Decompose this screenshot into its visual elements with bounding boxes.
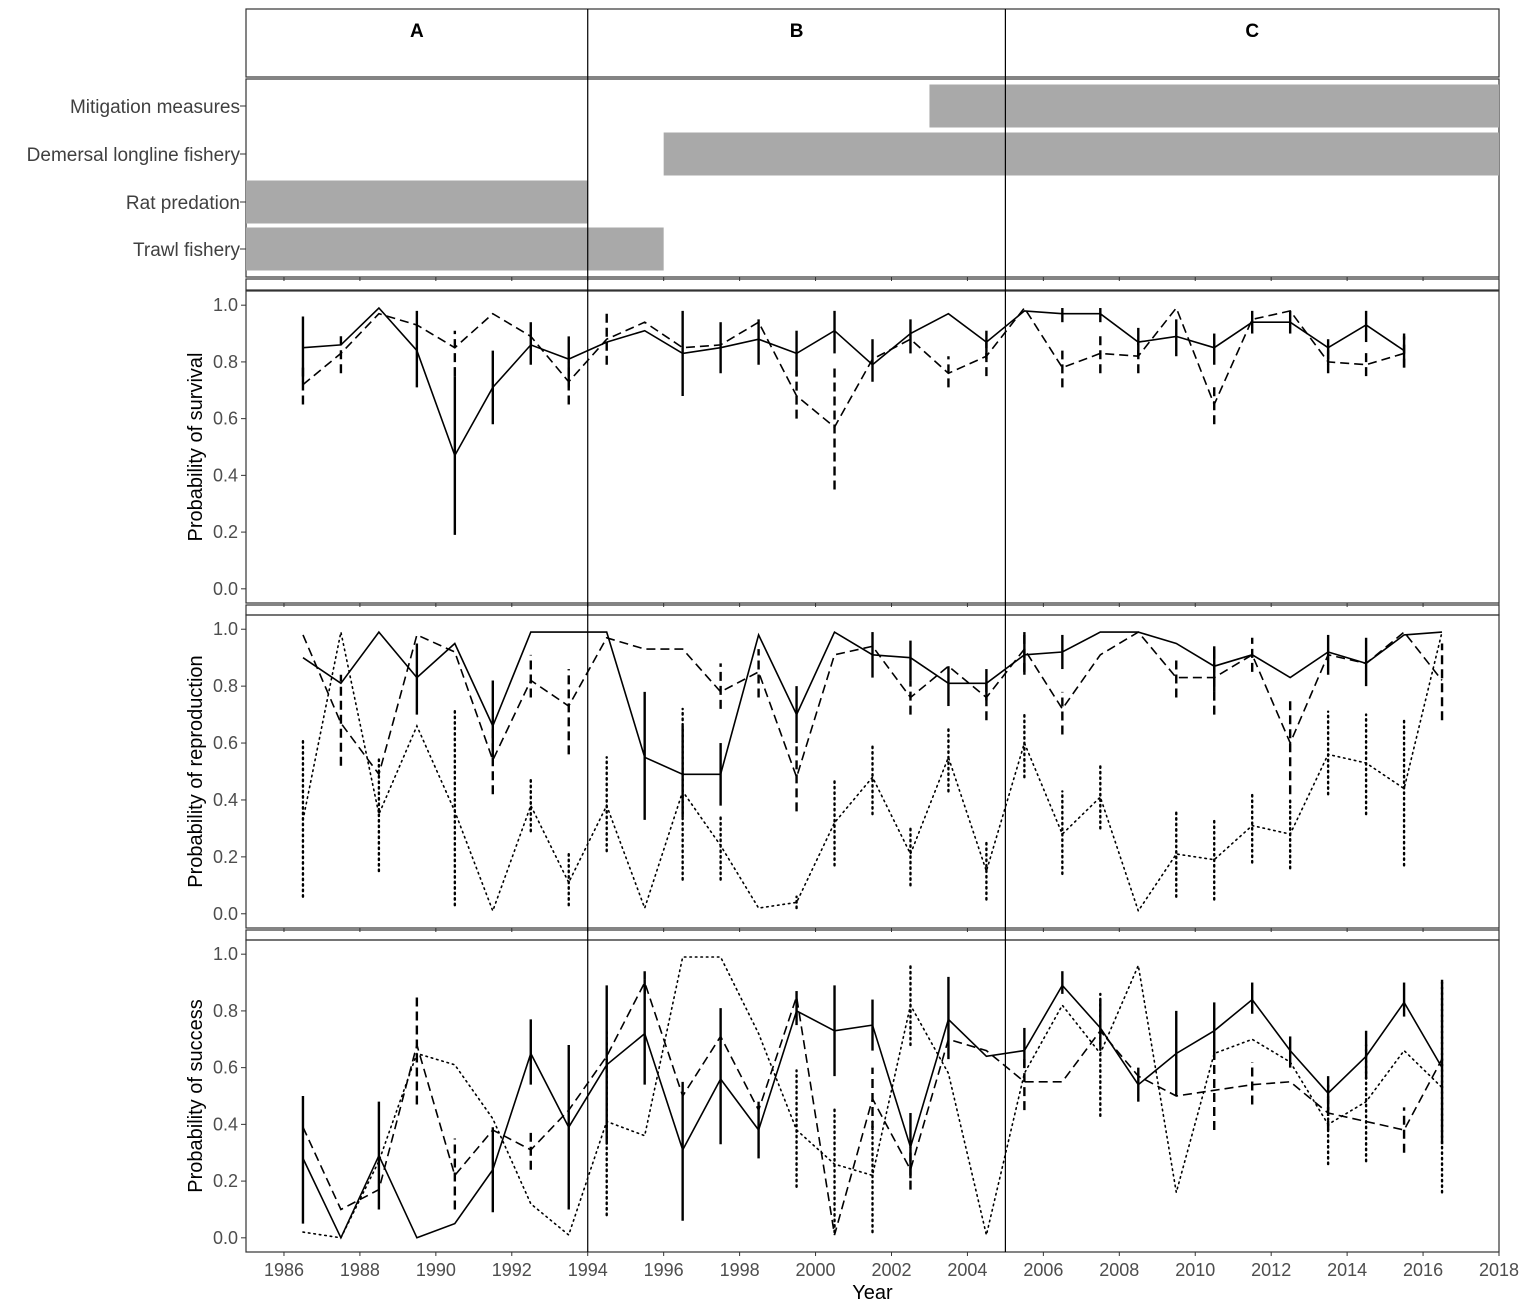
y-tick-label: 0.8 xyxy=(213,1001,238,1021)
y-tick-label: 0.2 xyxy=(213,522,238,542)
y-tick-label: 0.0 xyxy=(213,904,238,924)
x-tick-label: 2018 xyxy=(1479,1260,1519,1280)
series-solid xyxy=(303,308,1404,535)
period-label-c: C xyxy=(1245,21,1259,42)
timeline-track-label: Demersal longline fishery xyxy=(27,145,241,166)
x-tick-label: 1990 xyxy=(416,1260,456,1280)
y-tick-label: 0.0 xyxy=(213,1228,238,1248)
timeline-bar xyxy=(664,133,1499,176)
y-tick-label: 1.0 xyxy=(213,295,238,315)
y-axis-title: Probability of survival xyxy=(185,353,207,542)
y-tick-label: 0.8 xyxy=(213,352,238,372)
timeline-bar xyxy=(246,228,664,271)
x-tick-label: 1994 xyxy=(568,1260,608,1280)
timeline-bar xyxy=(929,85,1499,128)
y-tick-label: 1.0 xyxy=(213,944,238,964)
x-tick-label: 2004 xyxy=(947,1260,987,1280)
facet-strip xyxy=(246,930,1499,940)
period-header-frame xyxy=(246,9,1499,77)
y-tick-label: 0.4 xyxy=(213,465,238,485)
y-tick-label: 0.0 xyxy=(213,579,238,599)
y-tick-label: 0.2 xyxy=(213,847,238,867)
x-tick-label: 2006 xyxy=(1023,1260,1063,1280)
series-line xyxy=(303,308,1404,456)
y-tick-label: 0.6 xyxy=(213,1058,238,1078)
x-tick-label: 2002 xyxy=(871,1260,911,1280)
series-dashed xyxy=(303,308,1404,490)
facet-strip xyxy=(246,605,1499,615)
x-tick-label: 1986 xyxy=(264,1260,304,1280)
x-tick-label: 1998 xyxy=(720,1260,760,1280)
timeline-track-label: Rat predation xyxy=(126,193,240,214)
timeline-track-label: Trawl fishery xyxy=(133,240,240,261)
x-tick-label: 2000 xyxy=(796,1260,836,1280)
y-tick-label: 0.4 xyxy=(213,1114,238,1134)
x-axis-title: Year xyxy=(852,1282,893,1304)
y-axis-title: Probability of reproduction xyxy=(185,655,207,887)
facet-strip xyxy=(246,279,1499,290)
x-tick-label: 2010 xyxy=(1175,1260,1215,1280)
y-tick-label: 0.6 xyxy=(213,733,238,753)
period-label-b: B xyxy=(790,21,804,42)
period-label-a: A xyxy=(410,21,424,42)
x-tick-label: 1996 xyxy=(644,1260,684,1280)
x-tick-label: 1988 xyxy=(340,1260,380,1280)
series-line xyxy=(303,308,1404,427)
y-tick-label: 1.0 xyxy=(213,619,238,639)
x-tick-label: 1992 xyxy=(492,1260,532,1280)
y-axis-title: Probability of success xyxy=(185,999,207,1192)
y-tick-label: 0.2 xyxy=(213,1171,238,1191)
timeline-track-label: Mitigation measures xyxy=(70,97,240,118)
y-tick-label: 0.8 xyxy=(213,676,238,696)
x-tick-label: 2012 xyxy=(1251,1260,1291,1280)
x-tick-label: 2014 xyxy=(1327,1260,1367,1280)
x-tick-label: 2008 xyxy=(1099,1260,1139,1280)
y-tick-label: 0.4 xyxy=(213,790,238,810)
x-tick-label: 2016 xyxy=(1403,1260,1443,1280)
y-tick-label: 0.6 xyxy=(213,409,238,429)
timeline-bar xyxy=(246,181,588,224)
